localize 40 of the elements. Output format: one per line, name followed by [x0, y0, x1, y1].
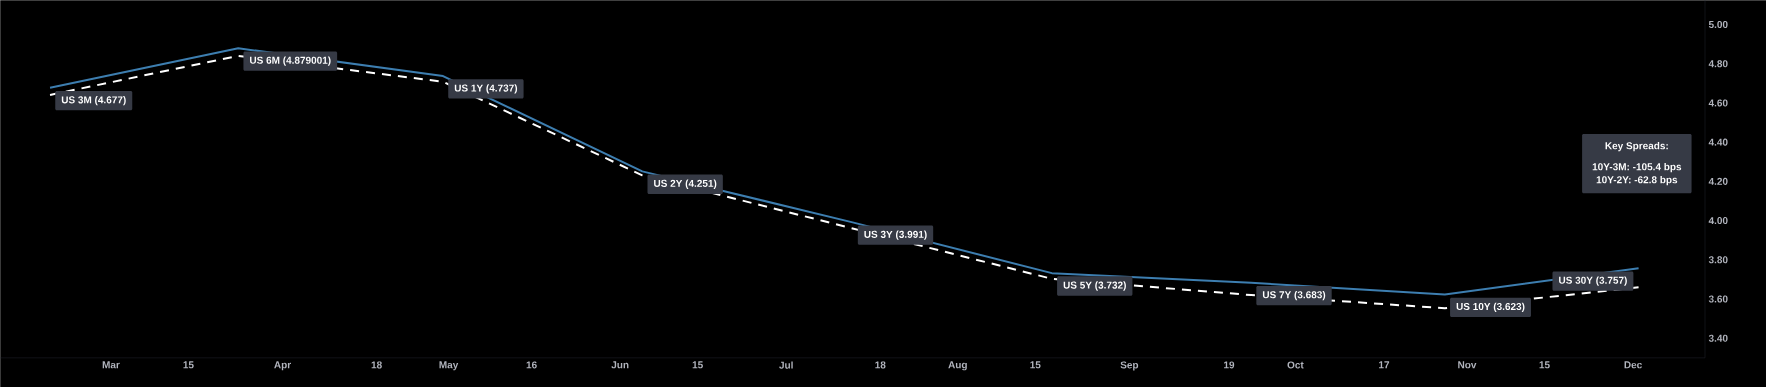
x-tick-label: 18	[875, 361, 886, 369]
x-tick-label: Oct	[1287, 361, 1304, 369]
annotation: 10Y-3M: -105.4 bps	[1592, 162, 1682, 173]
x-tick-label: 17	[1379, 361, 1390, 369]
x-tick-label: 18	[371, 361, 382, 369]
y-tick-label: 5.00	[1708, 20, 1728, 28]
x-tick-label: Dec	[1624, 361, 1642, 369]
annotation: Key Spreads:	[1605, 141, 1668, 152]
data-label: US 3M (4.677)	[61, 95, 126, 106]
x-tick-label: 19	[1224, 361, 1235, 369]
x-tick-label: Jun	[611, 361, 629, 369]
data-label: US 10Y (3.623)	[1456, 302, 1525, 312]
x-tick-label: 16	[526, 361, 537, 369]
y-tick-label: 4.40	[1708, 138, 1728, 146]
x-tick-label: May	[439, 361, 459, 371]
x-tick-label: Nov	[1458, 361, 1477, 369]
x-tick-label: 15	[1030, 361, 1041, 369]
annotation: 10Y-2Y: -62.8 bps	[1596, 175, 1678, 186]
data-label: US 2Y (4.251)	[654, 179, 717, 189]
x-tick-label: 15	[692, 361, 703, 369]
x-tick-label: Aug	[948, 361, 967, 371]
y-tick-label: 3.60	[1708, 295, 1728, 303]
y-tick-label: 4.20	[1708, 177, 1728, 185]
y-tick-label: 3.40	[1708, 334, 1728, 342]
x-tick-label: 15	[1539, 361, 1550, 369]
data-label: US 30Y (3.757)	[1559, 276, 1627, 286]
x-tick-label: Mar	[102, 361, 120, 369]
data-label: US 1Y (4.737)	[454, 84, 518, 94]
x-tick-label: Jul	[779, 361, 793, 369]
data-label: US 6M (4.879001)	[250, 56, 331, 66]
x-tick-label: 15	[183, 361, 194, 369]
data-label: US 3Y (3.991)	[864, 230, 927, 240]
y-tick-label: 3.80	[1708, 256, 1728, 264]
y-tick-label: 4.60	[1708, 99, 1728, 107]
y-tick-label: 4.80	[1708, 60, 1728, 68]
y-tick-label: 4.00	[1708, 216, 1728, 225]
data-label: US 7Y (3.683)	[1262, 290, 1326, 301]
x-tick-label: Sep	[1120, 361, 1139, 371]
x-tick-label: Apr	[274, 361, 291, 371]
data-label: US 5Y (3.732)	[1063, 281, 1126, 291]
